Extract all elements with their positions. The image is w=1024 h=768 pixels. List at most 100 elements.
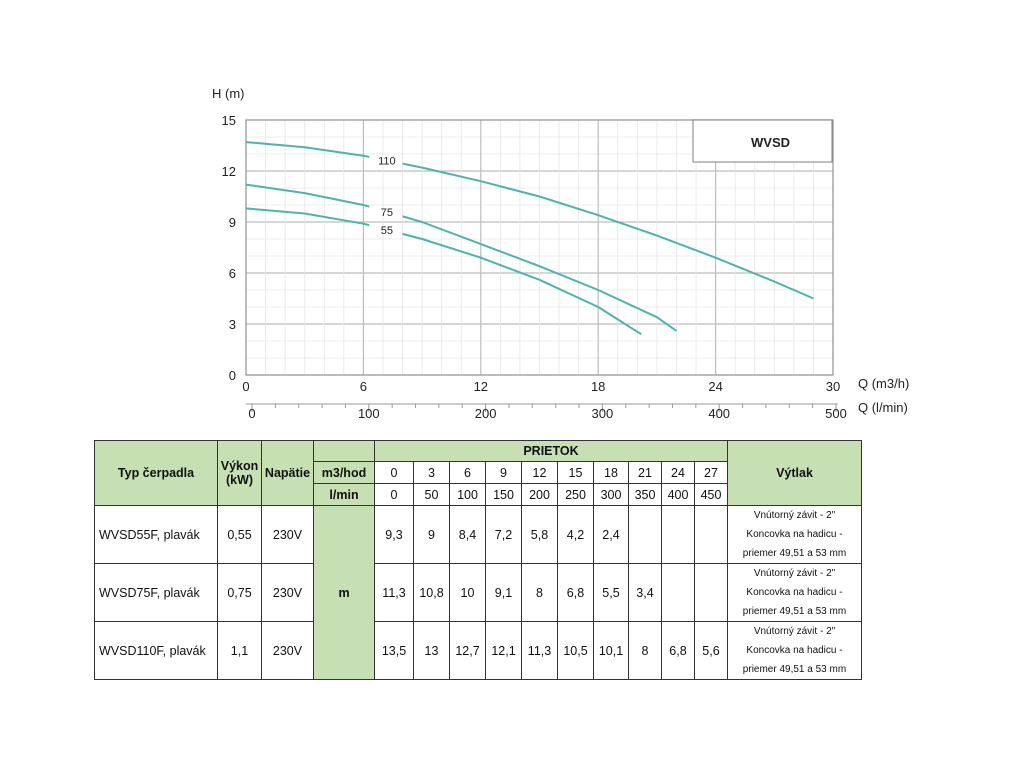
y-axis-title: H (m) xyxy=(212,86,245,101)
pump-voltage: 230V xyxy=(261,621,314,680)
flow-m3-6: 18 xyxy=(593,461,629,484)
header-lmin-unit: l/min xyxy=(313,483,375,506)
legend-title: WVSD xyxy=(751,135,790,150)
outlet-line: Koncovka na hadicu - xyxy=(746,645,843,656)
pump-power: 1,1 xyxy=(217,621,262,680)
flow-m3-3: 9 xyxy=(485,461,522,484)
flow-lmin-3: 150 xyxy=(485,483,522,506)
series-55-label: 55 xyxy=(381,225,393,237)
y-tick-label: 12 xyxy=(222,164,236,179)
flow-m3-4: 12 xyxy=(521,461,558,484)
x2-tick-label: 200 xyxy=(475,406,497,421)
head-value: 11,3 xyxy=(374,563,414,622)
x2-tick-label: 0 xyxy=(248,406,255,421)
performance-chart: H (m) 0 3 6 9 12 15 0 6 12 18 24 30 0 100 200 300 400 5… xyxy=(212,86,909,421)
head-value xyxy=(628,505,662,564)
header-outlet: Výtlak xyxy=(727,440,862,506)
head-value xyxy=(694,563,728,622)
flow-m3-2: 6 xyxy=(449,461,486,484)
label-gap-55 xyxy=(369,121,402,131)
head-value: 3,4 xyxy=(628,563,662,622)
header-pump-type: Typ čerpadla xyxy=(94,440,218,506)
head-value: 8 xyxy=(521,563,558,622)
y-tick-label: 9 xyxy=(229,215,236,230)
outlet-line: Koncovka na hadicu - xyxy=(746,587,843,598)
x-tick-label: 12 xyxy=(474,379,488,394)
flow-lmin-9: 450 xyxy=(694,483,728,506)
series-110-curve xyxy=(245,141,814,300)
plot-frame xyxy=(245,119,834,376)
x2-tick-label: 400 xyxy=(708,406,730,421)
x2-tick-label: 500 xyxy=(825,406,847,421)
pump-spec-table: Typ čerpadla Výkon (kW) Napätie PRIETOK … xyxy=(94,440,862,680)
performance-curves: 110 75 55 xyxy=(245,121,814,336)
head-value xyxy=(661,563,695,622)
outlet-line: Vnútorný závit - 2" xyxy=(753,568,836,579)
head-value: 6,8 xyxy=(557,563,594,622)
head-value: 4,2 xyxy=(557,505,594,564)
pump-power: 0,55 xyxy=(217,505,262,564)
label-gap-110 xyxy=(369,121,402,131)
x2-tick-label: 100 xyxy=(358,406,380,421)
head-value: 5,6 xyxy=(694,621,728,680)
outlet-line: Vnútorný závit - 2" xyxy=(753,510,836,521)
header-flow: PRIETOK xyxy=(374,440,728,462)
head-value: 13 xyxy=(413,621,450,680)
flow-lmin-4: 200 xyxy=(521,483,558,506)
flow-m3-9: 27 xyxy=(694,461,728,484)
series-110-label: 110 xyxy=(378,155,396,167)
y-tick-label: 6 xyxy=(229,266,236,281)
outlet-line: Vnútorný závit - 2" xyxy=(753,626,836,637)
head-value: 2,4 xyxy=(593,505,629,564)
head-value: 5,5 xyxy=(593,563,629,622)
pump-voltage: 230V xyxy=(261,505,314,564)
head-value: 10,5 xyxy=(557,621,594,680)
head-value: 10,1 xyxy=(593,621,629,680)
y-axis-ticks: 0 3 6 9 12 15 xyxy=(222,113,236,383)
outlet-line: priemer 49,51 a 53 mm xyxy=(742,548,847,559)
head-unit: m xyxy=(313,505,375,680)
head-value: 6,8 xyxy=(661,621,695,680)
flow-m3-1: 3 xyxy=(413,461,450,484)
outlet-line: priemer 49,51 a 53 mm xyxy=(742,664,847,675)
head-value xyxy=(661,505,695,564)
flow-lmin-8: 400 xyxy=(661,483,695,506)
series-55-curve xyxy=(245,207,642,336)
x-tick-label: 24 xyxy=(708,379,722,394)
head-value: 13,5 xyxy=(374,621,414,680)
pump-name: WVSD75F, plavák xyxy=(94,563,218,622)
y-tick-label: 0 xyxy=(229,368,236,383)
head-value: 12,1 xyxy=(485,621,522,680)
header-m3-unit: m3/hod xyxy=(313,461,375,484)
head-value xyxy=(694,505,728,564)
flow-m3-7: 21 xyxy=(628,461,662,484)
flow-m3-5: 15 xyxy=(557,461,594,484)
header-power: Výkon (kW) xyxy=(217,440,262,506)
head-value: 5,8 xyxy=(521,505,558,564)
head-value: 12,7 xyxy=(449,621,486,680)
x-tick-label: 0 xyxy=(242,379,249,394)
series-75-curve xyxy=(245,183,678,332)
header-voltage: Napätie xyxy=(261,440,314,506)
x2-axis-title: Q (l/min) xyxy=(858,400,908,415)
flow-lmin-2: 100 xyxy=(449,483,486,506)
head-value: 9,3 xyxy=(374,505,414,564)
flow-m3-0: 0 xyxy=(374,461,414,484)
pump-voltage: 230V xyxy=(261,563,314,622)
flow-lmin-1: 50 xyxy=(413,483,450,506)
pump-power: 0,75 xyxy=(217,563,262,622)
head-value: 9 xyxy=(413,505,450,564)
head-value: 11,3 xyxy=(521,621,558,680)
flow-lmin-5: 250 xyxy=(557,483,594,506)
secondary-x-axis: 0 100 200 300 400 500 xyxy=(246,403,847,421)
flow-lmin-6: 300 xyxy=(593,483,629,506)
legend-box: WVSD xyxy=(692,119,833,163)
x-axis-ticks: 0 6 12 18 24 30 xyxy=(242,379,840,394)
head-value: 8 xyxy=(628,621,662,680)
outlet-description: Vnútorný závit - 2" Koncovka na hadicu - p… xyxy=(727,563,862,622)
x-tick-label: 6 xyxy=(360,379,367,394)
x2-tick-label: 300 xyxy=(592,406,614,421)
flow-lmin-0: 0 xyxy=(374,483,414,506)
x-tick-label: 30 xyxy=(826,379,840,394)
outlet-description: Vnútorný závit - 2" Koncovka na hadicu - p… xyxy=(727,621,862,680)
